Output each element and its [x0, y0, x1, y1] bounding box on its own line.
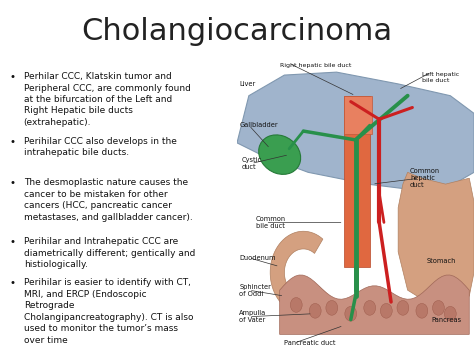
Polygon shape: [270, 231, 330, 314]
Text: Cholangiocarcinoma: Cholangiocarcinoma: [82, 17, 392, 47]
Text: The desmoplastic nature causes the
cancer to be mistaken for other
cancers (HCC,: The desmoplastic nature causes the cance…: [24, 178, 192, 222]
Ellipse shape: [444, 306, 456, 321]
Text: •: •: [9, 278, 16, 288]
Ellipse shape: [259, 135, 301, 174]
Ellipse shape: [397, 300, 409, 315]
Text: •: •: [9, 72, 16, 82]
Text: Perihilar CCC also develops in the
intrahepatic bile ducts.: Perihilar CCC also develops in the intra…: [24, 137, 177, 157]
Text: Gallbladder: Gallbladder: [239, 122, 278, 128]
Ellipse shape: [290, 297, 302, 312]
Ellipse shape: [364, 300, 375, 315]
Ellipse shape: [345, 306, 356, 321]
Ellipse shape: [432, 300, 444, 315]
Ellipse shape: [309, 304, 321, 318]
Text: Perihilar is easier to identify with CT,
MRI, and ERCP (Endoscopic
Retrograde
Ch: Perihilar is easier to identify with CT,…: [24, 278, 193, 345]
Text: Common
hepatic
duct: Common hepatic duct: [410, 168, 440, 188]
Text: Perhilar CCC, Klatskin tumor and
Peripheral CCC, are commonly found
at the bifur: Perhilar CCC, Klatskin tumor and Periphe…: [24, 72, 191, 127]
Text: Sphincter
of Oddi: Sphincter of Oddi: [239, 284, 271, 297]
Text: •: •: [9, 237, 16, 247]
Text: •: •: [9, 178, 16, 188]
Polygon shape: [280, 275, 469, 334]
Text: Right hepatic bile duct: Right hepatic bile duct: [280, 63, 351, 68]
Polygon shape: [344, 96, 372, 134]
Text: Pancreas: Pancreas: [431, 317, 462, 323]
Ellipse shape: [326, 300, 337, 315]
Text: Perihilar and Intrahepatic CCC are
diametrically different; gentically and
histi: Perihilar and Intrahepatic CCC are diame…: [24, 237, 195, 269]
Text: Ampulla
of Vater: Ampulla of Vater: [239, 310, 266, 323]
Ellipse shape: [416, 304, 428, 318]
Text: Duodenum: Duodenum: [239, 255, 276, 261]
Text: Liver: Liver: [239, 81, 255, 87]
Text: Pancreatic duct: Pancreatic duct: [284, 340, 336, 346]
Text: •: •: [9, 137, 16, 147]
Text: Common
bile duct: Common bile duct: [256, 216, 286, 229]
Ellipse shape: [380, 304, 392, 318]
Polygon shape: [398, 172, 474, 311]
Polygon shape: [344, 96, 370, 267]
Text: Left hepatic
bile duct: Left hepatic bile duct: [422, 72, 459, 83]
Text: Stomach: Stomach: [427, 258, 456, 264]
Text: Cystic
duct: Cystic duct: [242, 157, 262, 170]
Polygon shape: [237, 72, 474, 193]
